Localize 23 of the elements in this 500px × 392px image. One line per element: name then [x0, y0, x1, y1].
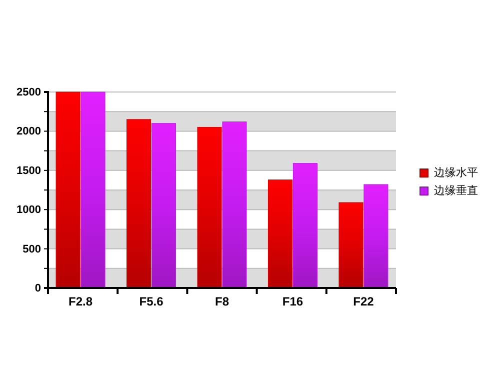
- y-tick-label: 2500: [16, 86, 41, 99]
- bar: [268, 180, 293, 288]
- bar: [364, 184, 388, 288]
- y-tick-label: 500: [22, 243, 41, 256]
- y-tick-label: 1000: [16, 204, 41, 216]
- legend-label: 边缘垂直: [434, 184, 478, 197]
- x-tick-label: F22: [353, 294, 374, 308]
- bar: [126, 119, 152, 288]
- x-tick-label: F8: [214, 294, 230, 308]
- y-tick-label: 2000: [16, 126, 41, 138]
- bar: [80, 92, 106, 288]
- y-tick-label: 0: [34, 282, 41, 295]
- bar: [338, 202, 364, 288]
- x-tick-label: F5.6: [139, 294, 164, 308]
- bar: [56, 92, 80, 288]
- y-tick-label: 1500: [16, 164, 41, 177]
- bar: [197, 126, 222, 288]
- bar: [151, 123, 176, 288]
- bar: [292, 163, 318, 288]
- bar: [222, 121, 247, 288]
- x-tick-label: F2.8: [68, 294, 93, 308]
- legend-label: 边缘水平: [434, 166, 478, 179]
- x-tick-label: F16: [282, 294, 304, 308]
